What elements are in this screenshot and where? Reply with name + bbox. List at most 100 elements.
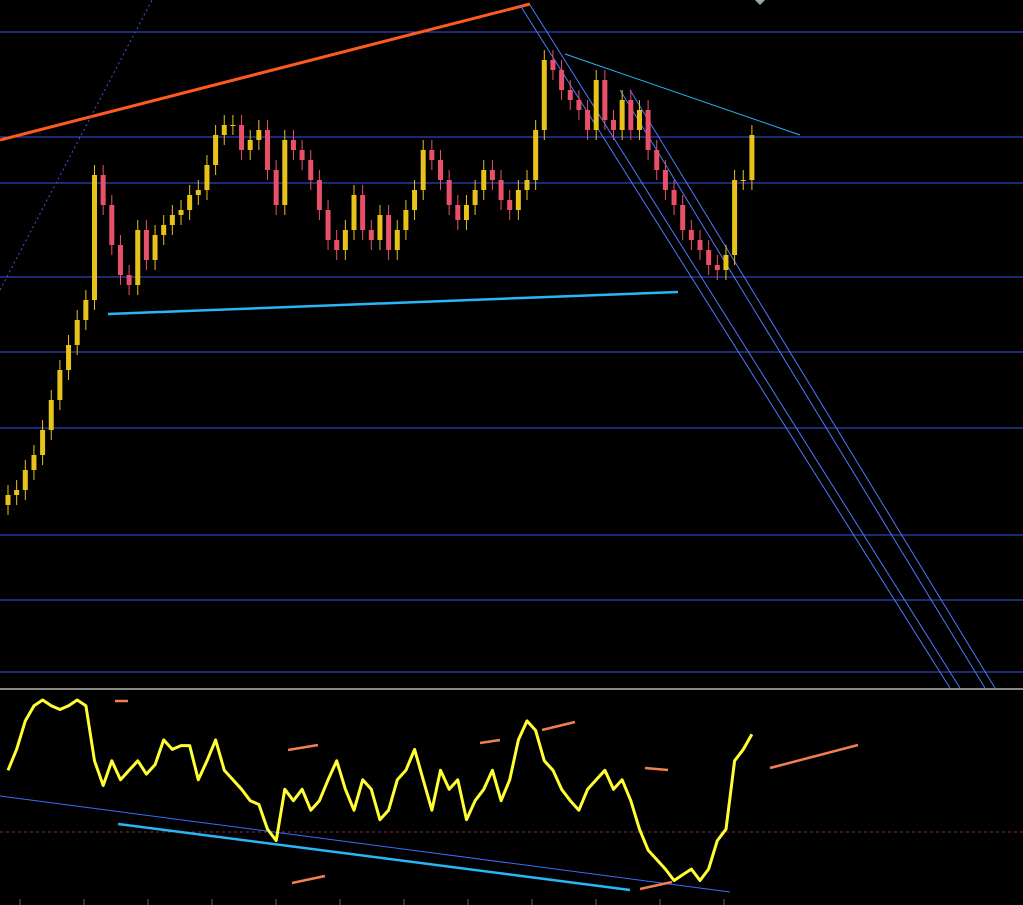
candle-body <box>178 210 184 215</box>
candle-body <box>100 175 106 205</box>
candle-body <box>83 300 89 320</box>
candle-body <box>688 230 694 240</box>
candle-body <box>386 215 392 250</box>
candle-body <box>550 60 556 70</box>
candle-body <box>541 60 547 130</box>
candle-body <box>135 230 141 285</box>
candle-body <box>697 240 703 250</box>
candle-body <box>446 180 452 205</box>
candle-body <box>290 140 296 150</box>
candle-body <box>282 140 288 205</box>
candle-body <box>472 190 478 205</box>
candle-body <box>671 190 677 205</box>
candle-body <box>187 195 193 210</box>
candle-body <box>14 490 20 495</box>
candle-body <box>403 210 409 230</box>
candle-body <box>5 495 11 505</box>
candle-body <box>230 125 236 126</box>
candle-body <box>628 100 634 130</box>
candle-body <box>109 205 115 245</box>
candle-body <box>593 80 599 130</box>
candle-body <box>247 140 253 150</box>
candle-body <box>368 230 374 240</box>
candle-body <box>611 120 616 130</box>
marker <box>755 0 765 5</box>
candle-body <box>22 470 28 490</box>
candle-body <box>221 125 227 135</box>
candle-body <box>195 190 201 195</box>
candle-body <box>117 245 123 275</box>
candle-body <box>507 200 513 210</box>
candle-body <box>57 370 63 400</box>
candle-body <box>723 255 729 270</box>
candle-body <box>299 150 305 160</box>
candle-body <box>576 100 582 110</box>
candle-body <box>316 180 322 210</box>
indicator-trend <box>0 795 731 893</box>
candle-body <box>256 130 262 140</box>
candle-body <box>377 215 383 240</box>
candle-body <box>740 180 746 181</box>
resistance-line <box>564 53 801 136</box>
arrows <box>115 699 859 891</box>
candle-body <box>412 190 418 210</box>
candle-body <box>498 180 504 200</box>
candle-body <box>489 170 495 180</box>
candle-body <box>585 110 591 130</box>
candle-body <box>559 70 565 90</box>
candle-body <box>31 455 37 470</box>
candle-body <box>308 160 314 180</box>
candle-body <box>48 400 54 430</box>
candle-body <box>66 345 72 370</box>
level-lines <box>0 31 1023 673</box>
candle-body <box>524 180 530 190</box>
candle-body <box>680 205 686 230</box>
candle-body <box>161 225 167 235</box>
candle-body <box>438 160 443 180</box>
candle-body <box>749 135 755 180</box>
candle-body <box>265 130 270 170</box>
candle-body <box>152 235 158 260</box>
trend-line <box>0 2 531 142</box>
channel <box>519 4 996 689</box>
candle-body <box>455 205 461 220</box>
candle-body <box>92 175 97 300</box>
candle-body <box>213 135 219 165</box>
candle-body <box>429 150 435 160</box>
candle-body <box>351 195 357 230</box>
candle-body <box>714 265 720 270</box>
candle-body <box>394 230 400 250</box>
candle-body <box>239 125 245 150</box>
support-line <box>107 290 679 316</box>
candle-body <box>273 170 279 205</box>
candle-body <box>360 195 366 230</box>
candle-body <box>654 150 660 170</box>
candle-body <box>706 250 712 265</box>
candle-body <box>481 170 487 190</box>
candle-body <box>40 430 46 455</box>
candle-body <box>143 230 149 260</box>
candle-body <box>619 100 625 130</box>
candle-body <box>533 130 539 180</box>
indicator-trend <box>117 822 631 892</box>
candle-body <box>645 110 651 150</box>
candle-body <box>204 165 210 190</box>
candle-body <box>74 320 80 345</box>
candle-body <box>325 210 331 240</box>
oscillator-line <box>6 698 754 882</box>
candle-body <box>662 170 668 190</box>
candle-body <box>463 205 469 220</box>
candle-body <box>602 80 608 120</box>
candle-body <box>169 215 175 225</box>
candle-body <box>636 110 642 130</box>
candle-body <box>342 230 348 250</box>
time-ticks <box>19 899 725 905</box>
candle-body <box>334 240 340 250</box>
candle-body <box>567 90 573 100</box>
candle-body <box>420 150 426 190</box>
candle-body <box>515 190 521 210</box>
candle-body <box>732 180 738 255</box>
